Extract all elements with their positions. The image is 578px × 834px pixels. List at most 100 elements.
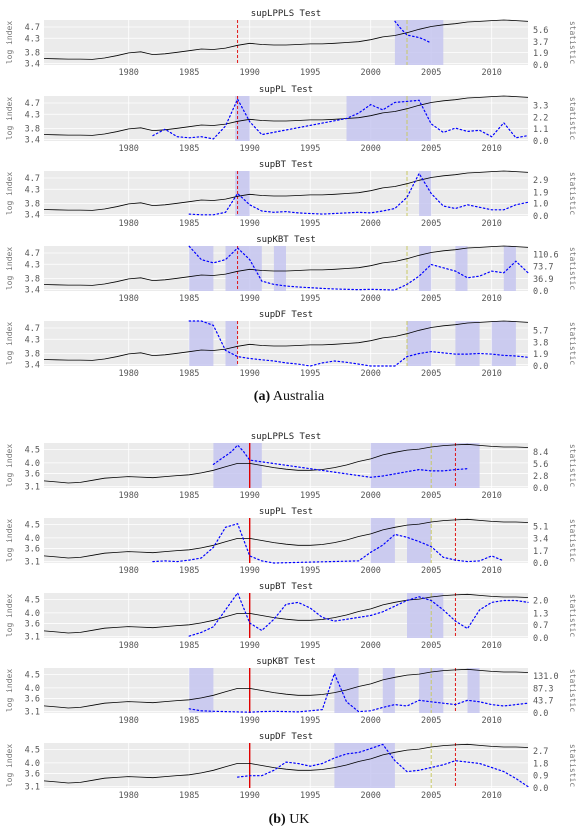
x-tick-label: 2005 bbox=[421, 641, 441, 651]
y2-tick-label: 1.3 bbox=[533, 610, 548, 620]
statistic-line bbox=[212, 444, 469, 478]
bubble-period-band bbox=[503, 246, 516, 291]
y-tick-label: 4.5 bbox=[25, 671, 40, 681]
plot-background bbox=[44, 743, 528, 788]
x-tick-label: 2005 bbox=[421, 791, 441, 801]
y-tick-label: 4.7 bbox=[25, 249, 40, 259]
y2-axis-label: statistic bbox=[568, 172, 577, 216]
y-axis-label: log index bbox=[5, 444, 14, 488]
y-tick-label: 4.5 bbox=[25, 521, 40, 531]
y2-tick-label: 0.0 bbox=[533, 212, 548, 222]
y-tick-label: 3.4 bbox=[25, 136, 40, 146]
panel-title: supBT Test bbox=[259, 160, 313, 170]
log-index-line bbox=[43, 320, 529, 361]
x-tick-label: 2000 bbox=[360, 791, 380, 801]
x-tick-label: 1995 bbox=[300, 641, 320, 651]
x-tick-label: 2000 bbox=[360, 491, 380, 501]
x-tick-label: 2005 bbox=[421, 369, 441, 379]
x-tick-label: 1985 bbox=[179, 641, 199, 651]
bubble-period-band bbox=[189, 246, 214, 291]
statistic-line bbox=[394, 20, 432, 44]
y2-tick-label: 1.1 bbox=[533, 125, 548, 135]
plot-background bbox=[44, 321, 528, 366]
y-tick-label: 4.0 bbox=[25, 534, 40, 544]
y-tick-label: 3.8 bbox=[25, 124, 40, 134]
y-axis-label: log index bbox=[5, 594, 14, 638]
y2-tick-label: 3.7 bbox=[533, 38, 548, 48]
panel-title: supKBT Test bbox=[256, 657, 316, 667]
panel-australia-1: supLPPLS Test 1980 1985 1990 1995 2000 2005 201… bbox=[5, 9, 577, 78]
x-tick-label: 1980 bbox=[118, 68, 138, 78]
plot-background bbox=[44, 668, 528, 713]
bubble-period-band bbox=[407, 593, 444, 638]
x-tick-label: 2000 bbox=[360, 566, 380, 576]
panel-title: supLPPLS Test bbox=[251, 432, 321, 442]
x-tick-label: 2010 bbox=[481, 369, 501, 379]
y2-tick-label: 0.7 bbox=[533, 621, 548, 631]
y2-axis-label: statistic bbox=[568, 594, 577, 638]
panel-australia-2: supPL Test 1980 1985 1990 1995 2000 2005 2010 3.… bbox=[5, 85, 577, 154]
y2-tick-label: 1.9 bbox=[533, 49, 548, 59]
y2-tick-label: 36.9 bbox=[533, 275, 553, 285]
statistic-line bbox=[237, 743, 529, 788]
log-index-line bbox=[43, 743, 529, 784]
x-tick-label: 1990 bbox=[239, 294, 259, 304]
y2-tick-label: 1.9 bbox=[533, 188, 548, 198]
y-tick-label: 4.3 bbox=[25, 185, 40, 195]
x-tick-label: 1985 bbox=[179, 369, 199, 379]
x-tick-label: 1985 bbox=[179, 491, 199, 501]
statistic-line bbox=[188, 591, 529, 637]
y2-axis-label: statistic bbox=[568, 21, 577, 65]
y-tick-label: 3.1 bbox=[25, 783, 40, 793]
x-tick-label: 2005 bbox=[421, 144, 441, 154]
plot-background bbox=[44, 20, 528, 65]
y-axis-label: log index bbox=[5, 172, 14, 216]
y-tick-label: 3.1 bbox=[25, 633, 40, 643]
x-tick-label: 1990 bbox=[239, 566, 259, 576]
log-index-line bbox=[43, 593, 529, 634]
y2-tick-label: 5.6 bbox=[533, 26, 548, 36]
y2-tick-label: 2.2 bbox=[533, 113, 548, 123]
bubble-period-band bbox=[370, 443, 480, 488]
x-tick-label: 1980 bbox=[118, 791, 138, 801]
x-tick-label: 1995 bbox=[300, 566, 320, 576]
bubble-period-band bbox=[189, 321, 214, 366]
y2-tick-label: 3.4 bbox=[533, 535, 548, 545]
x-tick-label: 2010 bbox=[481, 716, 501, 726]
y-tick-label: 3.6 bbox=[25, 769, 40, 779]
y-tick-label: 4.3 bbox=[25, 335, 40, 345]
x-tick-label: 1995 bbox=[300, 219, 320, 229]
y-tick-label: 3.1 bbox=[25, 558, 40, 568]
y2-tick-label: 0.0 bbox=[533, 784, 548, 794]
caption-uk-tag: (b) bbox=[268, 812, 286, 827]
caption-australia: (a) Australia bbox=[0, 389, 578, 405]
y-tick-label: 4.5 bbox=[25, 446, 40, 456]
y2-tick-label: 110.6 bbox=[533, 250, 559, 260]
x-tick-label: 2010 bbox=[481, 566, 501, 576]
y2-tick-label: 0.0 bbox=[533, 709, 548, 719]
y2-tick-label: 8.4 bbox=[533, 448, 548, 458]
y2-tick-label: 1.0 bbox=[533, 200, 548, 210]
y2-tick-label: 73.7 bbox=[533, 263, 553, 273]
y2-tick-label: 5.6 bbox=[533, 460, 548, 470]
x-tick-label: 2005 bbox=[421, 491, 441, 501]
y2-axis-label: statistic bbox=[568, 322, 577, 366]
y2-axis-label: statistic bbox=[568, 744, 577, 788]
plot-background bbox=[44, 96, 528, 141]
y-tick-label: 3.4 bbox=[25, 286, 40, 296]
x-tick-label: 2005 bbox=[421, 219, 441, 229]
x-tick-label: 1985 bbox=[179, 68, 199, 78]
y2-axis-label: statistic bbox=[568, 97, 577, 141]
y-axis-label: log index bbox=[5, 247, 14, 291]
y-tick-label: 3.6 bbox=[25, 694, 40, 704]
x-tick-label: 1990 bbox=[239, 791, 259, 801]
y2-tick-label: 3.8 bbox=[533, 338, 548, 348]
y2-tick-label: 87.3 bbox=[533, 684, 553, 694]
x-tick-label: 1990 bbox=[239, 491, 259, 501]
x-tick-label: 2010 bbox=[481, 68, 501, 78]
x-tick-label: 1995 bbox=[300, 294, 320, 304]
x-tick-label: 2010 bbox=[481, 219, 501, 229]
y-tick-label: 3.8 bbox=[25, 48, 40, 58]
y2-tick-label: 0.0 bbox=[533, 287, 548, 297]
